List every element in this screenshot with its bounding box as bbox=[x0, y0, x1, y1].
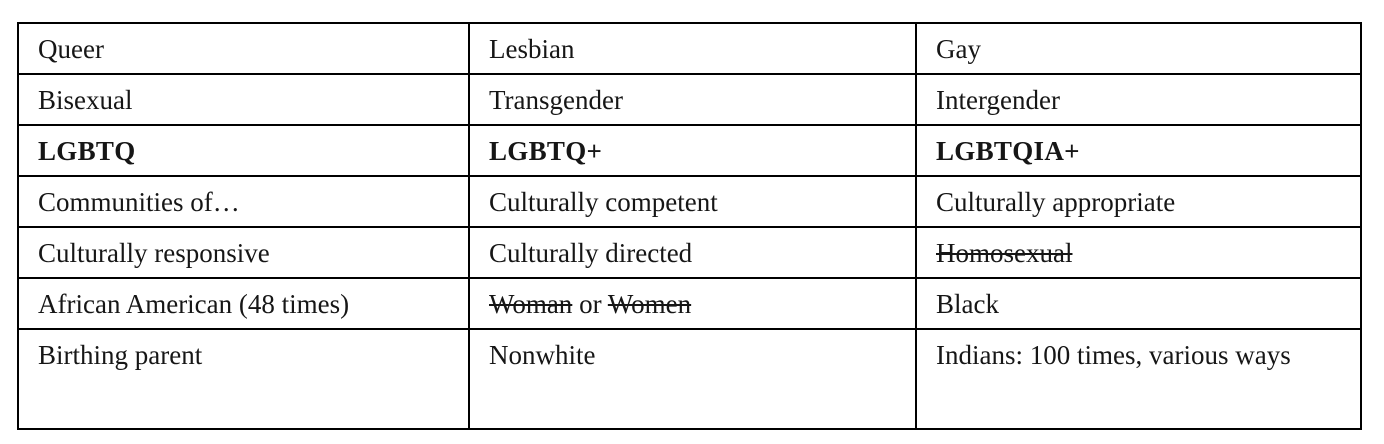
cell-text: Intergender bbox=[936, 85, 1060, 115]
cell-text-strikethrough: Homosexual bbox=[936, 238, 1073, 268]
table-cell: Transgender bbox=[468, 73, 917, 126]
cell-text: Gay bbox=[936, 34, 981, 64]
cell-text: LGBTQIA+ bbox=[936, 136, 1080, 166]
cell-text: Transgender bbox=[489, 85, 623, 115]
table-cell: Indians: 100 times, various ways bbox=[915, 328, 1362, 430]
cell-text-strikethrough: Women bbox=[607, 289, 692, 319]
table-row: Birthing parent Nonwhite Indians: 100 ti… bbox=[17, 328, 1362, 430]
table-cell: Gay bbox=[915, 22, 1362, 75]
cell-text: Culturally competent bbox=[489, 187, 718, 217]
table-cell: LGBTQIA+ bbox=[915, 124, 1362, 177]
table-cell: Birthing parent bbox=[17, 328, 470, 430]
table-cell: Culturally directed bbox=[468, 226, 917, 279]
table-row: Bisexual Transgender Intergender bbox=[17, 73, 1362, 126]
table-cell: LGBTQ bbox=[17, 124, 470, 177]
cell-text: Nonwhite bbox=[489, 340, 596, 370]
cell-text: Queer bbox=[38, 34, 104, 64]
table-row: African American (48 times) Woman or Wom… bbox=[17, 277, 1362, 330]
cell-text: LGBTQ bbox=[38, 136, 136, 166]
cell-text: Birthing parent bbox=[38, 340, 203, 370]
table-cell: Black bbox=[915, 277, 1362, 330]
table-cell: Queer bbox=[17, 22, 470, 75]
table-row: Communities of… Culturally competent Cul… bbox=[17, 175, 1362, 228]
table-cell: African American (48 times) bbox=[17, 277, 470, 330]
table-row-bold: LGBTQ LGBTQ+ LGBTQIA+ bbox=[17, 124, 1362, 177]
cell-text: Black bbox=[936, 289, 999, 319]
table-cell: Culturally appropriate bbox=[915, 175, 1362, 228]
table-cell: Intergender bbox=[915, 73, 1362, 126]
cell-text: or bbox=[572, 289, 608, 319]
cell-text: LGBTQ+ bbox=[489, 136, 603, 166]
cell-text: Lesbian bbox=[489, 34, 575, 64]
terms-table: Queer Lesbian Gay Bisexual Transgender I… bbox=[17, 22, 1362, 430]
cell-text: Indians: 100 times, various ways bbox=[936, 340, 1291, 370]
cell-text: Culturally appropriate bbox=[936, 187, 1176, 217]
table-cell: Bisexual bbox=[17, 73, 470, 126]
table-row: Culturally responsive Culturally directe… bbox=[17, 226, 1362, 279]
table-cell: Communities of… bbox=[17, 175, 470, 228]
cell-text: Communities of… bbox=[38, 187, 240, 217]
table-cell: Woman or Women bbox=[468, 277, 917, 330]
cell-text: Culturally responsive bbox=[38, 238, 270, 268]
table-cell: Homosexual bbox=[915, 226, 1362, 279]
table-row: Queer Lesbian Gay bbox=[17, 22, 1362, 75]
cell-text-strikethrough: Woman bbox=[489, 289, 573, 319]
table-cell: Lesbian bbox=[468, 22, 917, 75]
cell-text: African American (48 times) bbox=[38, 289, 350, 319]
table-cell: Culturally competent bbox=[468, 175, 917, 228]
cell-text: Bisexual bbox=[38, 85, 133, 115]
table-cell: Nonwhite bbox=[468, 328, 917, 430]
table-cell: Culturally responsive bbox=[17, 226, 470, 279]
cell-text: Culturally directed bbox=[489, 238, 693, 268]
table-cell: LGBTQ+ bbox=[468, 124, 917, 177]
